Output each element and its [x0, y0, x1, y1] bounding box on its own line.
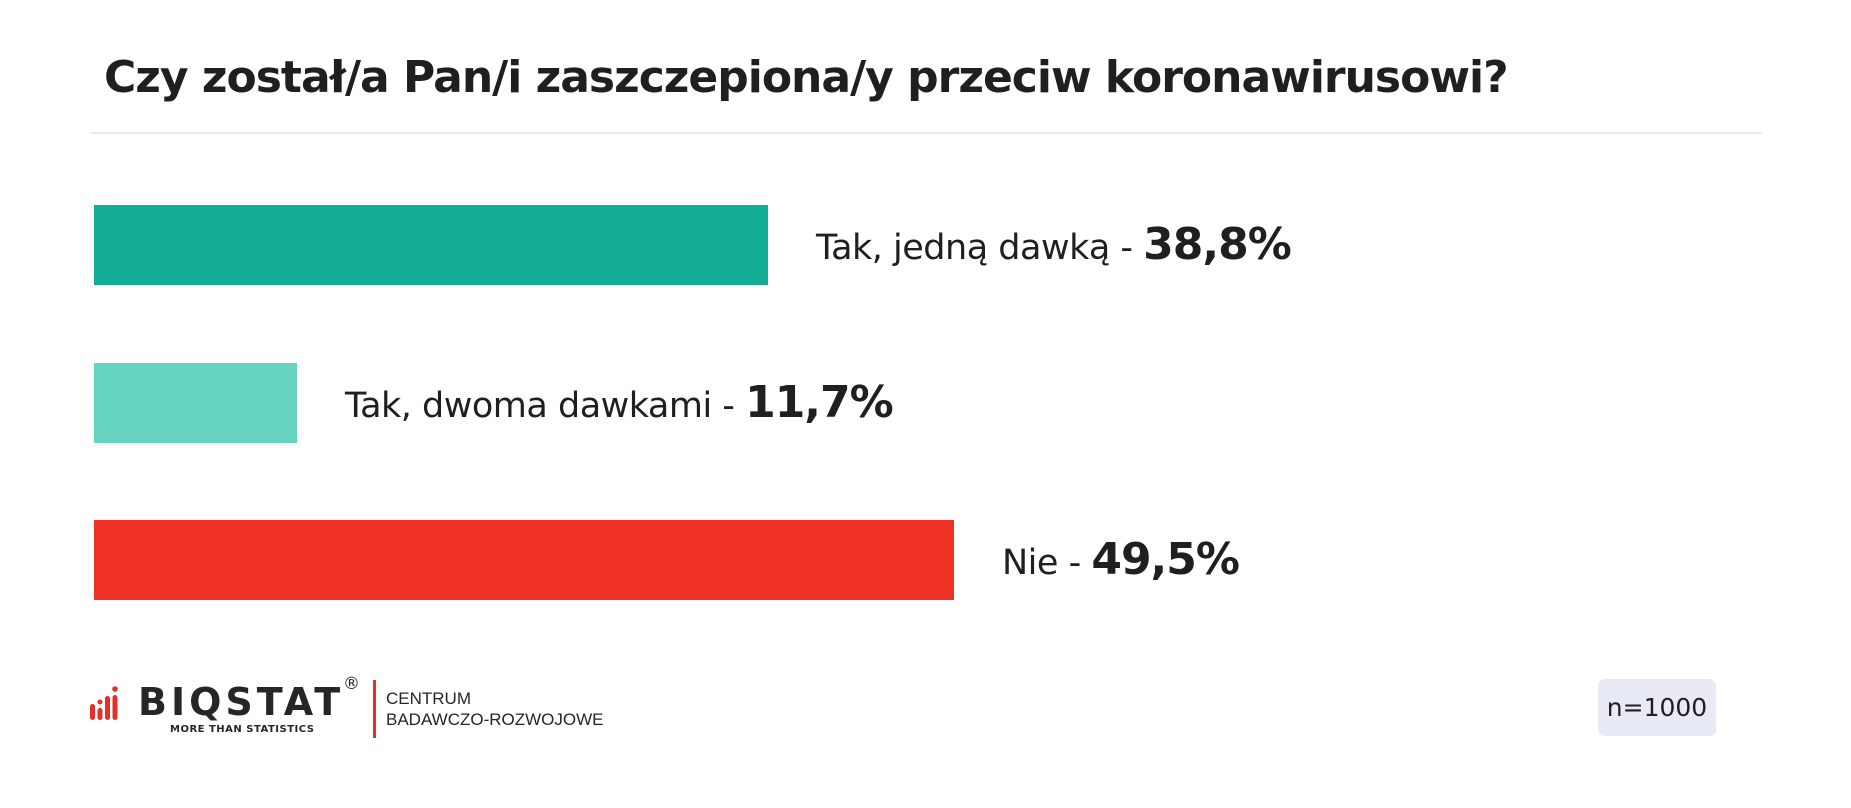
registered-mark: ® [343, 674, 360, 694]
bar-label-text: Tak, dwoma dawkami - [345, 386, 746, 426]
bar-label-two-doses: Tak, dwoma dawkami - 11,7% [345, 363, 894, 446]
chart-title: Czy został/a Pan/i zaszczepiona/y przeci… [104, 52, 1509, 103]
title-divider [90, 132, 1762, 134]
org-line-2: BADAWCZO-ROZWOJOWE [386, 710, 604, 729]
logo-tagline: MORE THAN STATISTICS [170, 724, 315, 735]
biostat-logo: BIQSTAT ® MORE THAN STATISTICS CENTRUM B… [90, 674, 650, 740]
org-line-1: CENTRUM [386, 689, 471, 708]
bar-value: 11,7% [745, 377, 894, 428]
bar-label-no: Nie - 49,5% [1002, 520, 1240, 603]
bar-two-doses [94, 363, 297, 443]
logo-bars-icon [90, 686, 118, 720]
bar-value: 38,8% [1143, 219, 1292, 270]
bar-label-one-dose: Tak, jedną dawką - 38,8% [816, 205, 1292, 288]
bar-label-text: Tak, jedną dawką - [816, 228, 1144, 268]
logo-wordmark: BIQSTAT [138, 680, 345, 724]
bar-label-text: Nie - [1002, 543, 1092, 583]
logo-separator [373, 680, 376, 738]
org-name: CENTRUM BADAWCZO-ROZWOJOWE [386, 688, 604, 730]
bar-value: 49,5% [1091, 534, 1240, 585]
sample-size-badge: n=1000 [1598, 679, 1716, 736]
bar-no [94, 520, 954, 600]
bar-one-dose [94, 205, 768, 285]
